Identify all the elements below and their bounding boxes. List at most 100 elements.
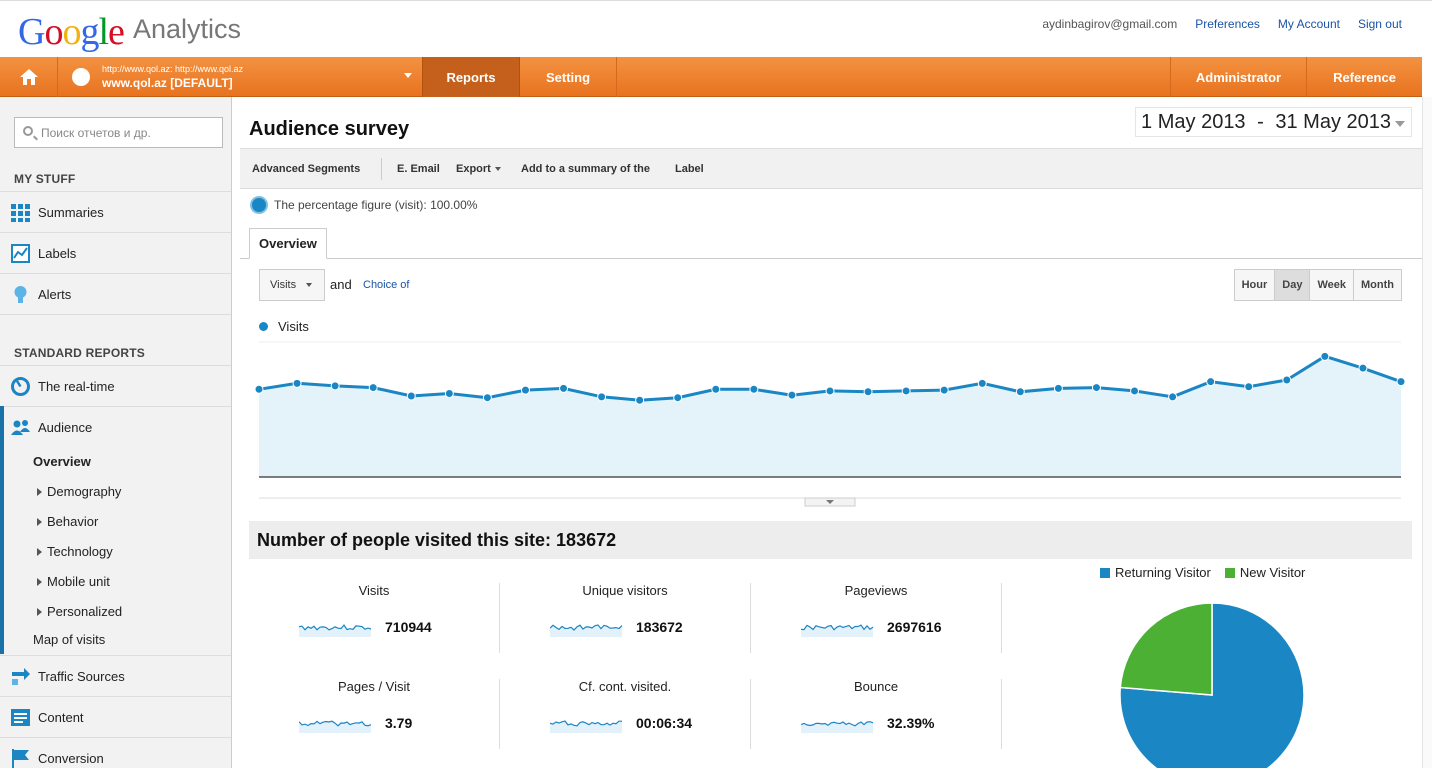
tab-reference[interactable]: Reference bbox=[1333, 69, 1396, 85]
main-content: Audience survey 1 May 2013 - 31 May 2013… bbox=[240, 97, 1422, 768]
site-profile-name: www.qol.az [DEFAULT] bbox=[102, 76, 233, 90]
visits-line-chart[interactable] bbox=[240, 337, 1422, 512]
tab-reports[interactable]: Reports bbox=[422, 57, 520, 97]
data-point[interactable] bbox=[673, 393, 683, 403]
sidebar-item-audience[interactable]: Audience bbox=[0, 406, 231, 447]
site-url: http://www.qol.az: http://www.qol.az bbox=[102, 64, 244, 74]
advanced-segments-button[interactable]: Advanced Segments bbox=[252, 163, 361, 175]
sidebar-subitem-behavior[interactable]: Behavior bbox=[33, 514, 98, 529]
data-point[interactable] bbox=[1282, 375, 1292, 385]
kpi-divider bbox=[750, 679, 751, 749]
data-point[interactable] bbox=[1091, 383, 1101, 393]
sidebar-item-traffic-sources[interactable]: Traffic Sources bbox=[0, 655, 231, 696]
pie-slice-returning-visitor[interactable] bbox=[1119, 602, 1305, 768]
sidebar-subitem-technology[interactable]: Technology bbox=[33, 544, 113, 559]
sidebar-item-summaries[interactable]: Summaries bbox=[0, 191, 231, 232]
data-point[interactable] bbox=[1130, 386, 1140, 396]
sidebar-item-alerts[interactable]: Alerts bbox=[0, 273, 231, 314]
export-button[interactable]: Export bbox=[456, 163, 501, 175]
google-logo[interactable]: Google bbox=[18, 11, 125, 53]
site-selector[interactable]: http://www.qol.az: http://www.qol.az www… bbox=[60, 57, 420, 97]
choice-of-link[interactable]: Choice of bbox=[363, 279, 410, 291]
tab-administrator[interactable]: Administrator bbox=[1195, 69, 1282, 85]
data-point[interactable] bbox=[977, 378, 987, 388]
search-input[interactable]: Поиск отчетов и др. bbox=[14, 117, 223, 148]
legend-label: New Visitor bbox=[1239, 565, 1306, 580]
page-scrollbar[interactable] bbox=[1422, 97, 1432, 768]
data-point[interactable] bbox=[939, 385, 949, 395]
kpi-label: Visits bbox=[358, 583, 390, 598]
sidebar-item-label: Summaries bbox=[38, 204, 104, 220]
tab-overview[interactable]: Overview bbox=[249, 228, 327, 259]
data-point[interactable] bbox=[901, 386, 911, 396]
analytics-product-name: Analytics bbox=[133, 14, 242, 44]
period-month-button[interactable]: Month bbox=[1353, 270, 1401, 300]
data-point[interactable] bbox=[1015, 387, 1025, 397]
data-point[interactable] bbox=[330, 381, 340, 391]
data-point[interactable] bbox=[482, 393, 492, 403]
period-week-button[interactable]: Week bbox=[1309, 270, 1354, 300]
data-point[interactable] bbox=[863, 387, 873, 397]
data-point[interactable] bbox=[1206, 377, 1216, 387]
data-point[interactable] bbox=[1396, 377, 1406, 387]
data-point[interactable] bbox=[711, 384, 721, 394]
search-icon bbox=[23, 126, 33, 136]
data-point[interactable] bbox=[597, 392, 607, 402]
metric-dropdown[interactable]: Visits bbox=[259, 269, 325, 301]
period-day-button[interactable]: Day bbox=[1274, 270, 1310, 300]
kpi-pageviews: Pageviews 2697616 bbox=[751, 583, 1001, 659]
sidebar-subitem-personalized[interactable]: Personalized bbox=[33, 604, 122, 619]
sign-out-link[interactable]: Sign out bbox=[1357, 17, 1402, 31]
kpi-pages-per-visit: Pages / Visit 3.79 bbox=[249, 679, 499, 755]
visitor-type-pie-chart[interactable] bbox=[1112, 588, 1312, 768]
kpi-value: 3.79 bbox=[385, 715, 413, 731]
data-point[interactable] bbox=[825, 386, 835, 396]
data-point[interactable] bbox=[520, 385, 530, 395]
data-point[interactable] bbox=[787, 390, 797, 400]
preferences-link[interactable]: Preferences bbox=[1195, 17, 1260, 31]
kpi-divider bbox=[499, 679, 500, 749]
period-hour-button[interactable]: Hour bbox=[1234, 270, 1275, 300]
data-point[interactable] bbox=[1053, 383, 1063, 393]
data-point[interactable] bbox=[1358, 363, 1368, 373]
add-to-summary-button[interactable]: Add to a summary of the bbox=[521, 163, 650, 175]
data-point[interactable] bbox=[1168, 392, 1178, 402]
data-point[interactable] bbox=[254, 384, 264, 394]
data-point[interactable] bbox=[559, 383, 569, 393]
data-point[interactable] bbox=[1320, 351, 1330, 361]
sidebar-item-labels[interactable]: Labels bbox=[0, 232, 231, 273]
sidebar-subitem-mobile[interactable]: Mobile unit bbox=[33, 574, 110, 589]
data-point[interactable] bbox=[292, 378, 302, 388]
sidebar-item-content[interactable]: Content bbox=[0, 696, 231, 737]
data-point[interactable] bbox=[1244, 382, 1254, 392]
home-button[interactable] bbox=[0, 57, 58, 97]
expand-arrow-icon bbox=[37, 488, 42, 496]
sidebar-item-real-time[interactable]: The real-time bbox=[0, 365, 231, 406]
summary-heading: Number of people visited this site: 1836… bbox=[249, 521, 1412, 559]
sparkline-area bbox=[550, 721, 622, 733]
sidebar-subitem-overview[interactable]: Overview bbox=[33, 454, 91, 469]
data-point[interactable] bbox=[368, 383, 378, 393]
date-to: 31 May 2013 bbox=[1275, 111, 1391, 133]
label-button[interactable]: Label bbox=[675, 163, 704, 175]
sidebar-subitem-demography[interactable]: Demography bbox=[33, 484, 121, 499]
sidebar-item-conversion[interactable]: Conversion bbox=[0, 737, 231, 768]
legend-swatch bbox=[1224, 568, 1235, 578]
date-range-picker[interactable]: 1 May 2013 - 31 May 2013 bbox=[1135, 107, 1412, 137]
series-area-visits bbox=[259, 356, 1401, 477]
data-point[interactable] bbox=[749, 384, 759, 394]
period-selector: Hour Day Week Month bbox=[1233, 269, 1402, 301]
legend-swatch bbox=[1100, 568, 1110, 578]
kpi-label: Pageviews bbox=[844, 583, 908, 598]
kpi-divider bbox=[750, 583, 751, 653]
sidebar-subitem-map-of-visits[interactable]: Map of visits bbox=[33, 632, 106, 647]
data-point[interactable] bbox=[635, 395, 645, 405]
data-point[interactable] bbox=[444, 388, 454, 398]
tab-setting[interactable]: Setting bbox=[545, 69, 591, 85]
email-button[interactable]: E. Email bbox=[397, 163, 440, 175]
pie-slice-new-visitor[interactable] bbox=[1119, 602, 1213, 696]
sidebar-subitem-label: Personalized bbox=[47, 604, 123, 619]
user-email: aydinbagirov@gmail.com bbox=[1042, 17, 1178, 31]
my-account-link[interactable]: My Account bbox=[1277, 17, 1340, 31]
data-point[interactable] bbox=[406, 391, 416, 401]
